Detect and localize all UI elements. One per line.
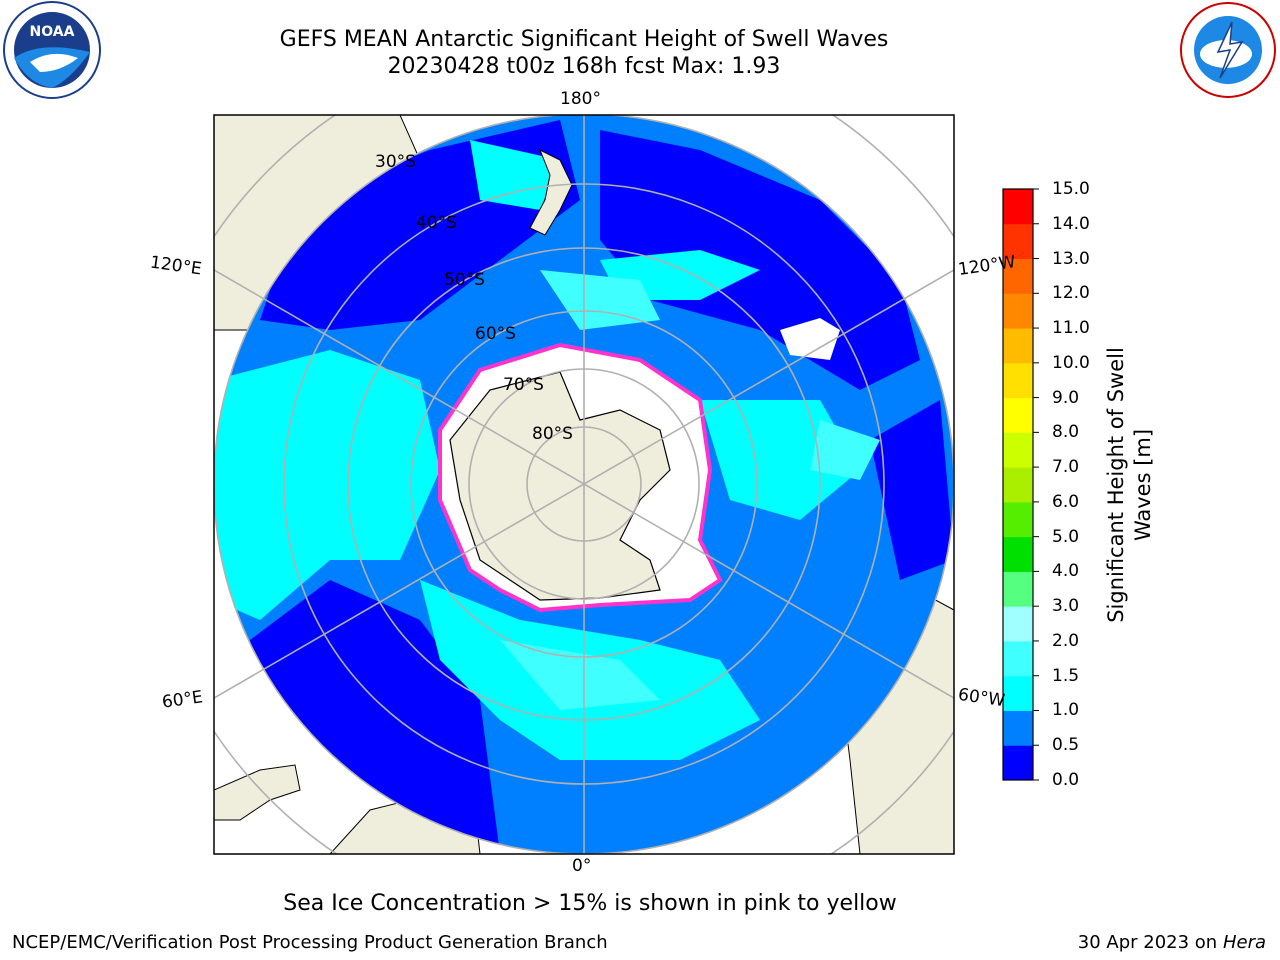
colorbar-swatch [1003,710,1033,746]
colorbar-swatch [1003,745,1033,781]
colorbar-swatch [1003,467,1033,503]
lat-label-70s: 70°S [503,375,544,395]
colorbar-swatch [1003,501,1033,538]
colorbar-tick-label: 5.0 [1052,526,1080,547]
colorbar-swatch [1003,432,1033,468]
colorbar-tick-label: 0.5 [1052,735,1080,756]
colorbar-swatch [1003,606,1033,642]
colorbar-swatch [1003,397,1033,433]
colorbar-tick-label: 0.0 [1052,770,1080,790]
colorbar-tick-label: 2.0 [1052,630,1080,651]
colorbar-swatch [1003,189,1033,225]
svg-text:NOAA: NOAA [30,24,75,40]
colorbar-tick-label: 13.0 [1052,248,1090,269]
colorbar-swatch [1003,258,1033,294]
colorbar-tick-label: 10.0 [1052,352,1090,373]
colorbar-tick-label: 1.0 [1052,700,1080,721]
lat-label-60s: 60°S [475,324,516,344]
colorbar-label-line1: Significant Height of Swell [1104,347,1128,623]
colorbar-swatch [1003,223,1033,260]
colorbar-label-line2: Waves [m] [1131,428,1155,542]
chart-title: GEFS MEAN Antarctic Significant Height o… [279,27,889,52]
colorbar-swatch [1003,640,1033,677]
sea-ice-note: Sea Ice Concentration > 15% is shown in … [283,891,897,916]
nws-logo [1176,0,1280,104]
lon-label-180: 180° [560,89,601,109]
colorbar-tick-label: 12.0 [1052,283,1090,304]
lat-label-80s: 80°S [532,424,573,444]
colorbar-frame [1002,188,1034,781]
lat-label-50s: 50°S [444,270,485,290]
colorbar-tick-label: 11.0 [1052,318,1090,339]
colorbar-tick-label: 14.0 [1052,213,1090,234]
colorbar-swatch [1003,293,1033,329]
colorbar-swatch [1003,571,1033,607]
colorbar-swatch [1003,362,1033,399]
lon-label-0: 0° [572,856,592,876]
colorbar-tick-label: 1.5 [1052,665,1080,686]
colorbar [1002,188,1039,781]
colorbar-swatch [1003,675,1033,711]
colorbar-tick-label: 4.0 [1052,561,1080,582]
colorbar-label: Significant Height of Swell Waves [m] [1103,347,1157,623]
chart-subtitle: 20230428 t00z 168h fcst Max: 1.93 [387,54,781,79]
colorbar-tick-label: 6.0 [1052,491,1080,512]
footer-date-text: 30 Apr 2023 on [1077,932,1223,953]
madagascar-land [214,764,301,821]
noaa-logo: NOAA [0,0,108,108]
colorbar-tick-label: 3.0 [1052,596,1080,617]
colorbar-swatch [1003,536,1033,572]
colorbar-tick-label: 15.0 [1052,179,1090,199]
footer-credit: NCEP/EMC/Verification Post Processing Pr… [12,932,608,953]
colorbar-tick-label: 7.0 [1052,457,1080,478]
colorbar-tick-label: 8.0 [1052,422,1080,443]
colorbar-swatch [1003,328,1033,364]
lat-label-30s: 30°S [375,152,416,172]
lat-label-40s: 40°S [416,213,457,233]
footer-system: Hera [1222,932,1266,953]
graticule [214,115,954,854]
footer-date: 30 Apr 2023 on Hera [1078,932,1266,954]
colorbar-tick-label: 9.0 [1052,387,1080,408]
